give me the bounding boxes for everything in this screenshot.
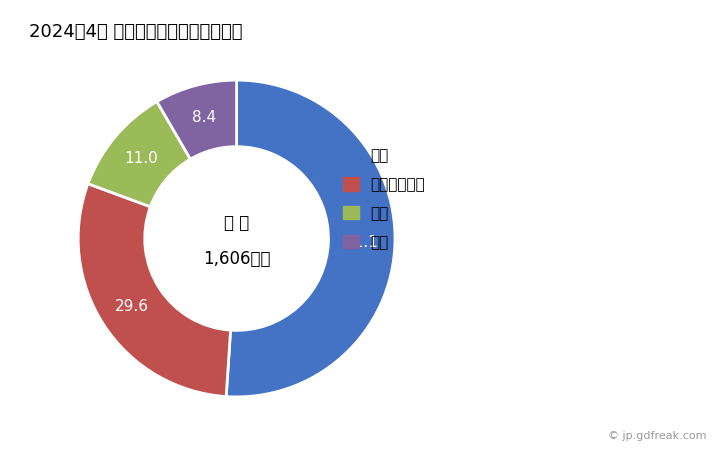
Text: 8.4: 8.4 xyxy=(192,110,216,125)
Wedge shape xyxy=(88,102,191,207)
Text: 1,606万円: 1,606万円 xyxy=(203,250,270,268)
Legend: 米国, インドネシア, 中国, タイ: 米国, インドネシア, 中国, タイ xyxy=(343,148,425,250)
Text: 51.1: 51.1 xyxy=(345,235,379,250)
Text: © jp.gdfreak.com: © jp.gdfreak.com xyxy=(608,431,706,441)
Text: 2024年4月 輸出相手国のシェア（％）: 2024年4月 輸出相手国のシェア（％） xyxy=(29,22,242,40)
Text: 総 額: 総 額 xyxy=(224,214,249,232)
Text: 11.0: 11.0 xyxy=(124,151,158,166)
Wedge shape xyxy=(226,80,395,397)
Text: 29.6: 29.6 xyxy=(114,299,149,314)
Wedge shape xyxy=(157,80,237,159)
Wedge shape xyxy=(78,184,231,396)
